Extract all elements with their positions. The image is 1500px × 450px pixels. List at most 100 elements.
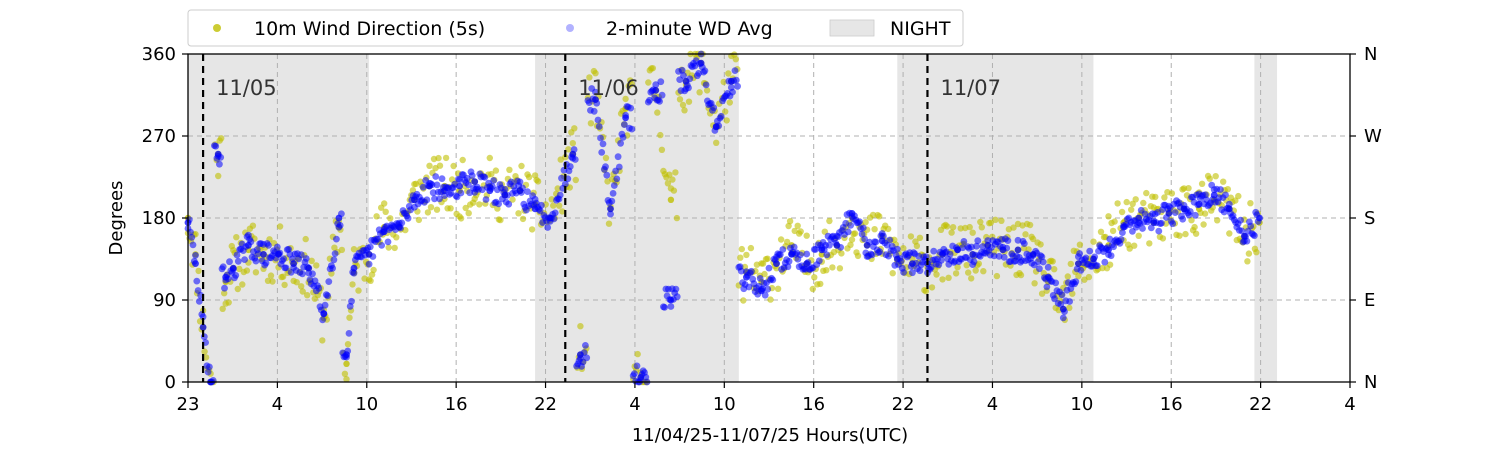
data-point [252, 257, 260, 265]
data-point [556, 191, 564, 199]
data-point [1111, 218, 1118, 225]
data-point [245, 241, 252, 249]
data-point [280, 255, 287, 263]
data-point [974, 237, 982, 245]
data-point [1129, 200, 1136, 207]
data-point [1198, 180, 1206, 187]
data-point [559, 208, 566, 215]
data-point [868, 251, 876, 259]
data-point [758, 287, 765, 295]
data-point [239, 281, 246, 288]
data-point [861, 235, 868, 243]
data-point [646, 96, 653, 104]
data-point [1038, 290, 1046, 297]
data-point [1180, 185, 1188, 192]
data-point [299, 288, 306, 295]
data-point [785, 257, 793, 265]
data-point [603, 171, 611, 179]
data-point [1220, 178, 1227, 185]
data-point [1202, 191, 1209, 199]
data-point [1107, 252, 1115, 260]
data-point [1152, 193, 1159, 201]
data-point [681, 107, 688, 114]
data-point [1224, 186, 1232, 193]
data-point [1114, 200, 1121, 207]
data-point [192, 260, 199, 267]
data-point [797, 251, 804, 259]
data-point [305, 264, 313, 272]
data-point [450, 162, 457, 170]
data-point [863, 241, 871, 249]
data-point [667, 296, 675, 304]
data-point [696, 89, 703, 96]
data-point [492, 167, 500, 174]
data-point [605, 220, 613, 227]
data-point [1099, 264, 1106, 272]
data-point [441, 192, 448, 200]
data-point [773, 260, 780, 267]
data-point [438, 175, 446, 183]
compass-tick-label: W [1364, 126, 1382, 147]
data-point [1052, 279, 1060, 287]
data-point [809, 285, 816, 293]
x-tick-label: 10 [355, 394, 378, 415]
data-point [569, 140, 576, 147]
data-point [344, 341, 352, 348]
data-point [201, 348, 208, 355]
data-point [948, 229, 955, 236]
data-point [501, 191, 509, 199]
data-point [631, 370, 638, 377]
data-point [1180, 205, 1188, 213]
data-point [1066, 298, 1073, 305]
legend-swatch-night [829, 19, 875, 37]
data-point [221, 284, 228, 292]
data-point [319, 316, 326, 324]
data-point [367, 277, 374, 284]
data-point [501, 186, 509, 193]
x-tick-label: 4 [629, 394, 640, 415]
data-point [978, 224, 985, 231]
y-tick-label: 360 [142, 44, 176, 65]
data-point [973, 242, 980, 250]
data-point [486, 154, 493, 162]
data-point [299, 270, 306, 278]
data-point [856, 218, 863, 226]
data-point [1077, 266, 1085, 274]
data-point [199, 323, 207, 331]
data-point [324, 292, 331, 300]
data-point [776, 251, 784, 258]
data-point [456, 176, 463, 184]
data-point [265, 242, 272, 249]
data-point [652, 81, 660, 89]
data-point [330, 256, 338, 264]
data-point [945, 274, 952, 281]
data-point [968, 243, 975, 251]
data-point [561, 180, 569, 188]
data-point [1120, 223, 1127, 231]
data-point [315, 284, 323, 292]
data-point [465, 181, 472, 189]
data-point [608, 197, 616, 205]
data-point [481, 173, 489, 181]
data-point [435, 154, 442, 162]
data-point [1101, 258, 1109, 266]
data-point [1222, 191, 1229, 199]
x-axis-title: 11/04/25-11/07/25 Hours(UTC) [632, 425, 908, 446]
data-point [538, 201, 545, 209]
data-point [797, 228, 804, 235]
data-point [1022, 231, 1029, 238]
y-axis-title: Degrees [106, 181, 127, 256]
data-point [712, 123, 720, 131]
data-point [764, 255, 771, 262]
data-point [602, 154, 610, 162]
data-point [1135, 232, 1142, 239]
data-point [1132, 196, 1139, 203]
data-point [1069, 290, 1076, 297]
data-point [490, 177, 497, 184]
data-point [672, 169, 679, 176]
data-point [577, 323, 584, 330]
data-point [592, 96, 599, 103]
data-point [862, 219, 869, 226]
data-point [774, 285, 782, 292]
data-point [637, 374, 645, 381]
